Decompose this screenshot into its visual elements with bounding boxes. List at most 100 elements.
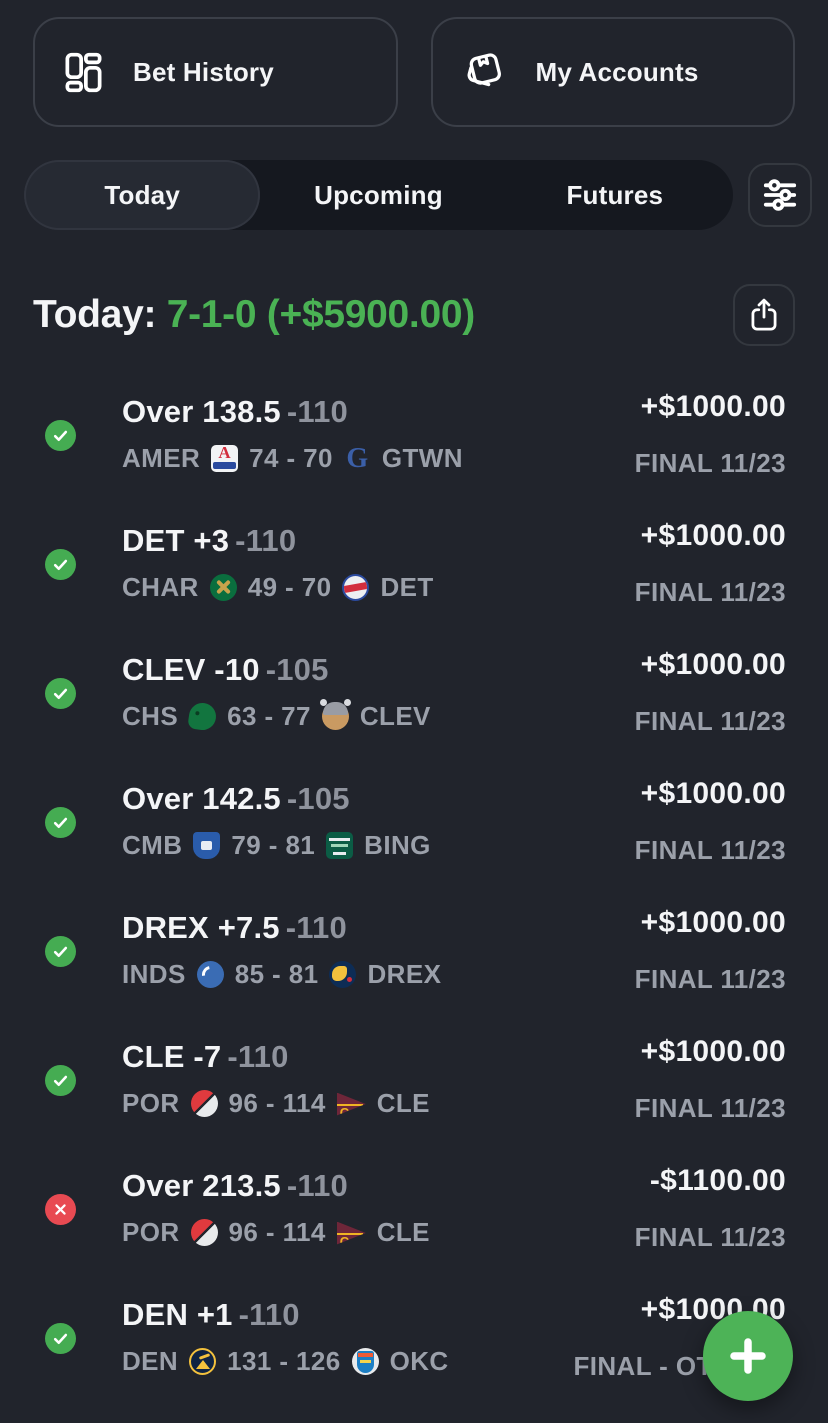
win-check-icon [45, 1065, 76, 1096]
summary-record: 7-1-0 [166, 293, 257, 336]
charlotte-49ers-logo [209, 573, 237, 601]
bet-details: Over 138.5 -110 AMER A 74 - 70 G GTWN [122, 376, 463, 474]
game-status: FINAL 11/23 [634, 1222, 786, 1252]
bet-matchup: AMER A 74 - 70 G GTWN [122, 442, 463, 474]
bet-selection: CLE -7 [122, 1039, 222, 1074]
away-team-code: CMB [122, 830, 183, 860]
win-check-icon [45, 1323, 76, 1354]
bet-odds: -110 [238, 1297, 300, 1332]
bet-row[interactable]: Over 142.5 -105 CMB 79 - 81 BING +$1000.0… [0, 763, 828, 892]
trail-blazers-logo [190, 1089, 218, 1117]
bet-result-column: +$1000.00 FINAL 11/23 [635, 1021, 786, 1124]
game-status: FINAL 11/23 [634, 448, 786, 478]
game-status: FINAL 11/23 [634, 1093, 786, 1123]
detroit-titans-logo [342, 573, 370, 601]
summary-label: Today: [33, 293, 157, 336]
binghamton-bearcats-logo [326, 831, 354, 859]
game-status: FINAL 11/23 [634, 964, 786, 994]
bet-row[interactable]: CLE -7 -110 POR 96 - 114 C CLE +$1000.00 … [0, 1021, 828, 1150]
home-team-code: GTWN [381, 443, 463, 473]
bet-row[interactable]: DREX +7.5 -110 INDS 85 - 81 DREX +$1000.0… [0, 892, 828, 1021]
filter-settings-button[interactable] [748, 163, 812, 227]
game-score: 96 - 114 [228, 1088, 326, 1118]
bet-line: Over 138.5 -110 [122, 393, 463, 430]
logo-shape [322, 701, 348, 715]
away-team-code: POR [122, 1088, 180, 1118]
logo-shape [336, 1232, 363, 1235]
bet-payout: +$1000.00 [640, 906, 786, 939]
share-icon [747, 297, 781, 333]
bet-row[interactable]: DET +3 -110 CHAR 49 - 70 DET +$1000.00 FI… [0, 505, 828, 634]
header-buttons: Bet History My Accounts [0, 0, 828, 127]
home-team-code: BING [364, 830, 431, 860]
bet-history-button[interactable]: Bet History [33, 17, 398, 127]
american-eagles-logo: A [211, 442, 239, 472]
my-accounts-label: My Accounts [535, 56, 699, 87]
game-score: 85 - 81 [234, 959, 319, 989]
nuggets-logo [189, 1347, 217, 1375]
cavaliers-logo: C [336, 1092, 366, 1116]
chicago-state-cougars-logo [187, 700, 218, 732]
cleveland-state-vikings-logo [319, 698, 351, 730]
drexel-dragons-logo [329, 960, 357, 988]
tab-today[interactable]: Today [24, 160, 261, 230]
bet-line: CLEV -10 -105 [122, 651, 431, 688]
bet-list: Over 138.5 -110 AMER A 74 - 70 G GTWN +$1… [0, 376, 828, 1408]
tab-upcoming[interactable]: Upcoming [314, 179, 443, 210]
logo-shape [213, 461, 237, 469]
win-check-icon [45, 936, 76, 967]
away-team-code: CHS [122, 701, 179, 731]
indiana-state-sycamores-logo [196, 960, 224, 988]
bet-line: DEN +1 -110 [122, 1296, 449, 1333]
game-score: 63 - 77 [227, 701, 311, 731]
georgetown-hoyas-logo: G [344, 443, 371, 474]
win-check-icon [45, 420, 76, 451]
home-team-code: DREX [367, 959, 442, 989]
game-score: 79 - 81 [231, 830, 316, 860]
away-team-code: POR [122, 1217, 180, 1247]
bet-details: Over 213.5 -110 POR 96 - 114 C CLE [122, 1150, 430, 1248]
logo-shape [195, 1359, 210, 1369]
bet-details: CLEV -10 -105 CHS 63 - 77 CLEV [122, 634, 431, 732]
share-button[interactable] [733, 284, 795, 346]
bet-matchup: POR 96 - 114 C CLE [122, 1087, 430, 1119]
tab-futures[interactable]: Futures [566, 179, 664, 210]
home-team-code: CLEV [359, 701, 431, 731]
bet-row[interactable]: Over 213.5 -110 POR 96 - 114 C CLE -$1100… [0, 1150, 828, 1279]
bet-payout: +$1000.00 [640, 519, 786, 552]
bet-payout: +$1000.00 [640, 648, 786, 681]
bet-row[interactable]: CLEV -10 -105 CHS 63 - 77 CLEV +$1000.00 … [0, 634, 828, 763]
bet-line: DREX +7.5 -110 [122, 909, 441, 946]
bet-result-column: +$1000.00 FINAL 11/23 [635, 892, 786, 995]
bet-payout: +$1000.00 [640, 777, 786, 810]
bet-result-column: +$1000.00 FINAL 11/23 [635, 763, 786, 866]
win-check-icon [45, 678, 76, 709]
win-check-icon [45, 807, 76, 838]
home-team-code: OKC [389, 1346, 449, 1376]
bet-payout: -$1100.00 [649, 1164, 786, 1197]
add-bet-fab[interactable] [703, 1311, 793, 1401]
bet-matchup: INDS 85 - 81 DREX [122, 958, 441, 990]
bet-matchup: CMB 79 - 81 BING [122, 829, 431, 861]
logo-shape [195, 710, 200, 716]
logo-shape [201, 840, 213, 850]
bet-selection: DET +3 [122, 523, 230, 558]
bet-payout: +$1000.00 [640, 390, 786, 423]
bet-odds: -110 [286, 394, 348, 429]
logo-shape [357, 1352, 373, 1357]
bet-selection: Over 213.5 [122, 1168, 281, 1203]
home-team-code: CLE [376, 1217, 430, 1247]
bet-row[interactable]: Over 138.5 -110 AMER A 74 - 70 G GTWN +$1… [0, 376, 828, 505]
logo-shape [333, 851, 347, 855]
bet-details: DET +3 -110 CHAR 49 - 70 DET [122, 505, 434, 603]
bet-details: DREX +7.5 -110 INDS 85 - 81 DREX [122, 892, 441, 990]
bet-selection: CLEV -10 [122, 652, 260, 687]
bet-line: CLE -7 -110 [122, 1038, 430, 1075]
logo-shape: A [218, 442, 231, 462]
away-team-code: DEN [122, 1346, 179, 1376]
bet-odds: -110 [285, 910, 347, 945]
my-accounts-button[interactable]: My Accounts [430, 17, 795, 127]
logo-shape [198, 1352, 211, 1360]
bet-result-column: -$1100.00 FINAL 11/23 [635, 1150, 786, 1253]
